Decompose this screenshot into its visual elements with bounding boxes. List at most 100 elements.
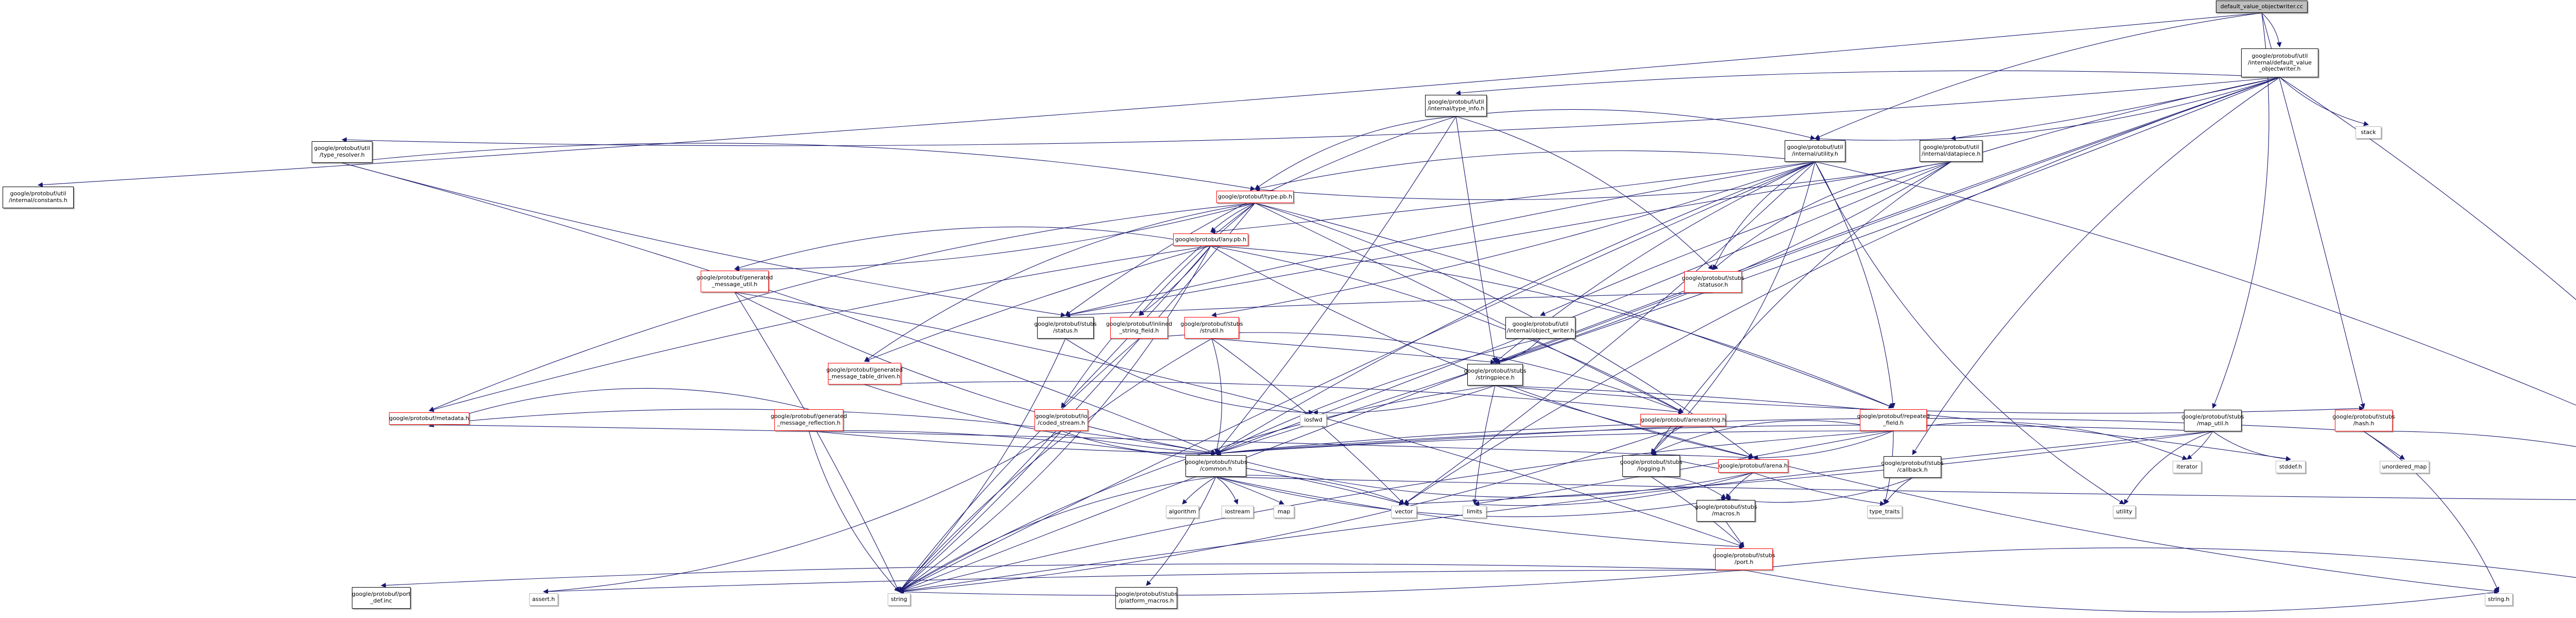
- include-edge-type_pb-arenastring: [1255, 203, 1684, 413]
- graph-node-limits[interactable]: limits: [1463, 506, 1486, 518]
- include-edge-common-platform_macros: [1146, 476, 1216, 586]
- graph-node-status[interactable]: google/protobuf/stubs /status.h: [1034, 317, 1097, 339]
- graph-node-any_pb[interactable]: google/protobuf/any.pb.h: [1173, 233, 1248, 246]
- graph-node-stack[interactable]: stack: [2355, 126, 2381, 139]
- graph-node-logging[interactable]: google/protobuf/stubs /logging.h: [1620, 455, 1683, 477]
- include-edge-stringpiece-limits: [1472, 385, 1496, 505]
- graph-node-object_writer[interactable]: google/protobuf/util /internal/object_wr…: [1505, 317, 1575, 339]
- include-edge-common-iostream: [1215, 476, 1239, 505]
- include-edge-dvow_h-type_resolver: [342, 77, 2280, 146]
- include-edge-callback-macros: [1725, 477, 1913, 503]
- graph-node-dvow_h[interactable]: google/protobuf/util /internal/default_v…: [2241, 48, 2318, 77]
- graph-node-callback[interactable]: google/protobuf/stubs /callback.h: [1881, 456, 1944, 478]
- include-edge-utility_int-repeated_field: [1815, 161, 1896, 408]
- graph-node-type_pb[interactable]: google/protobuf/type.pb.h: [1216, 191, 1294, 203]
- include-edge-any_pb-repeated_field: [1210, 245, 1894, 409]
- graph-node-iostream[interactable]: iostream: [1222, 506, 1253, 518]
- graph-node-arenastring[interactable]: google/protobuf/arenastring.h: [1640, 414, 1726, 426]
- include-edge-utility_int-common: [1215, 161, 1816, 454]
- graph-node-hash[interactable]: google/protobuf/stubs /hash.h: [2332, 410, 2395, 431]
- include-edge-type_pb-table_driven: [864, 203, 1256, 362]
- include-edge-port-assert_h: [543, 570, 1744, 594]
- include-edge-type_pb-gen_msg_util: [734, 203, 1256, 272]
- include-edge-map_util-utility_std: [2124, 431, 2213, 505]
- include-edge-datapiece-statusor: [1713, 161, 1952, 270]
- graph-node-stddef[interactable]: stddef.h: [2276, 461, 2306, 473]
- include-edge-port-string_std: [899, 570, 1744, 596]
- include-edge-coded_stream-assert_h: [543, 430, 1062, 594]
- include-edge-macros-port: [1725, 521, 1744, 547]
- graph-node-map[interactable]: map: [1274, 506, 1294, 518]
- graph-node-vector[interactable]: vector: [1391, 506, 1417, 518]
- include-edge-repeated_field-limits: [1474, 430, 1894, 506]
- graph-node-iterator[interactable]: iterator: [2173, 461, 2201, 473]
- graph-node-arena[interactable]: google/protobuf/arena.h: [1718, 459, 1788, 473]
- graph-node-iosfwd[interactable]: iosfwd: [1300, 414, 1327, 426]
- include-edge-any_pb-string_std: [899, 245, 1211, 592]
- include-edge-repeated_field-string_std: [899, 430, 1894, 593]
- graph-node-string_std[interactable]: string: [888, 593, 910, 606]
- include-edge-port-string_h: [1743, 570, 2499, 612]
- include-edge-status-string_std: [899, 338, 1066, 592]
- include-edge-hash-memory: [2363, 431, 2576, 447]
- graph-node-port[interactable]: google/protobuf/stubs /port.h: [1713, 548, 1775, 570]
- include-edge-reflection-string_std: [808, 430, 900, 592]
- include-edge-object_writer-common: [1215, 338, 1541, 454]
- include-edge-reflection-common: [808, 430, 1216, 456]
- graph-node-type_traits[interactable]: type_traits: [1867, 506, 1902, 518]
- include-edge-map_util-iterator: [2187, 431, 2213, 460]
- graph-node-algorithm[interactable]: algorithm: [1166, 506, 1199, 518]
- include-edge-type_resolver-type_pb: [342, 143, 1256, 191]
- include-edge-any_pb-table_driven: [864, 245, 1211, 362]
- graph-node-type_info[interactable]: google/protobuf/util /internal/type_info…: [1425, 95, 1487, 116]
- include-edge-type_resolver-status: [342, 162, 1066, 318]
- graph-node-string_h[interactable]: string.h: [2485, 593, 2513, 606]
- graph-node-coded_stream[interactable]: google/protobuf/io /coded_stream.h: [1035, 409, 1088, 431]
- include-edge-dvow_h-string_std: [899, 77, 2280, 593]
- graph-node-platform_macros[interactable]: google/protobuf/stubs /platform_macros.h: [1115, 587, 1178, 609]
- graph-node-statusor[interactable]: google/protobuf/stubs /statusor.h: [1682, 271, 1744, 293]
- graph-node-utility_std[interactable]: utility: [2113, 506, 2136, 518]
- include-edge-type_pb-arena: [1255, 203, 1754, 458]
- graph-node-common[interactable]: google/protobuf/stubs /common.h: [1184, 455, 1247, 477]
- include-edge-callback-type_traits: [1884, 477, 1913, 505]
- graph-node-type_resolver[interactable]: google/protobuf/util /type_resolver.h: [312, 141, 372, 163]
- graph-node-assert_h[interactable]: assert.h: [529, 593, 558, 606]
- include-edge-cc-constants: [38, 12, 2262, 188]
- graph-node-stringpiece[interactable]: google/protobuf/stubs /stringpiece.h: [1464, 364, 1527, 386]
- include-edge-strutil-common: [1211, 338, 1223, 454]
- graph-node-table_driven[interactable]: google/protobuf/generated _message_table…: [826, 363, 903, 385]
- include-edge-utility_int-statusor: [1713, 161, 1816, 270]
- graph-node-gen_msg_util[interactable]: google/protobuf/generated _message_util.…: [697, 271, 773, 292]
- graph-node-strutil[interactable]: google/protobuf/stubs /strutil.h: [1180, 317, 1243, 339]
- include-edge-cc-utility_int: [1815, 12, 2262, 139]
- include-edge-map_util-string_std: [899, 431, 2213, 594]
- graph-node-datapiece[interactable]: google/protobuf/util /internal/datapiece…: [1920, 140, 1982, 162]
- include-edge-datapiece-logging: [1651, 161, 1952, 454]
- include-edge-dvow_h-type_info: [1455, 70, 2280, 96]
- include-edge-utility_int-memory: [1815, 161, 2576, 406]
- include-edge-reflection-vector: [808, 430, 1404, 506]
- include-edge-common-vector: [1215, 475, 1404, 505]
- graph-node-metadata[interactable]: google/protobuf/metadata.h: [389, 412, 469, 425]
- graph-node-map_util[interactable]: google/protobuf/stubs /map_util.h: [2181, 410, 2244, 431]
- include-edge-dvow_h-stringpiece: [1495, 77, 2280, 363]
- graph-node-constants[interactable]: google/protobuf/util /internal/constants…: [3, 187, 74, 208]
- include-edge-arenastring-common: [1215, 426, 1684, 456]
- include-edge-utility_int-utility_std: [1815, 161, 2125, 505]
- include-edge-common-map: [1215, 476, 1284, 505]
- include-edge-dvow_h-utility_int: [1815, 77, 2280, 142]
- include-edge-map_util-vector: [1403, 431, 2213, 507]
- graph-node-repeated_field[interactable]: google/protobuf/repeated _field.h: [1857, 409, 1930, 431]
- include-edge-repeated_field-common: [1215, 430, 1894, 456]
- graph-node-utility_int[interactable]: google/protobuf/util /internal/utility.h: [1785, 140, 1845, 162]
- include-edge-common-port: [1215, 476, 1744, 549]
- graph-node-macros[interactable]: google/protobuf/stubs /macros.h: [1694, 500, 1757, 522]
- graph-node-inlined_sf[interactable]: google/protobuf/inlined _string_field.h: [1106, 317, 1172, 339]
- include-edge-strutil-stringpiece: [1211, 338, 1496, 365]
- graph-node-reflection[interactable]: google/protobuf/generated _message_refle…: [771, 409, 847, 431]
- graph-node-unordered_map[interactable]: unordered_map: [2380, 461, 2429, 473]
- graph-node-cc[interactable]: default_value_objectwriter.cc: [2216, 1, 2308, 13]
- graph-node-port_def[interactable]: google/protobuf/port _def.inc: [352, 587, 411, 609]
